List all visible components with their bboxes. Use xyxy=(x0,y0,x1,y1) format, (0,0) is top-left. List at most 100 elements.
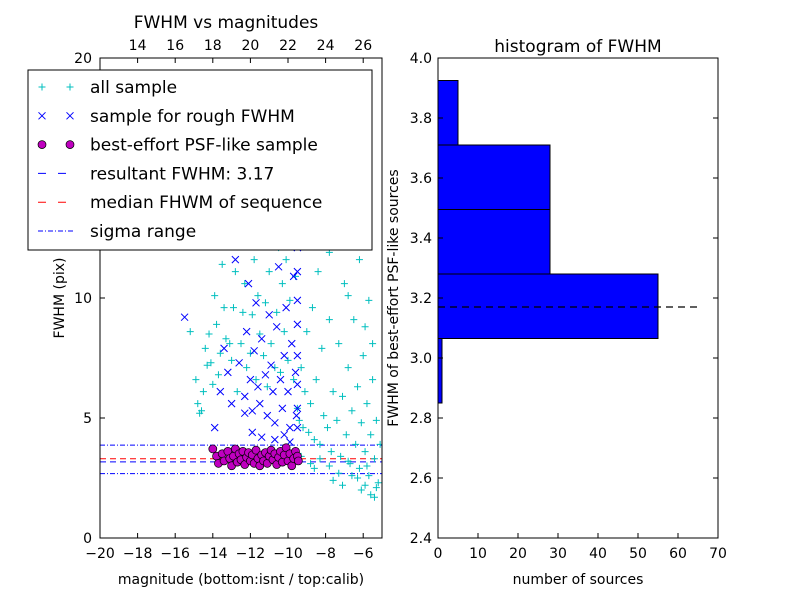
plus-point xyxy=(359,352,367,360)
plus-point xyxy=(239,308,247,316)
plus-point xyxy=(307,460,315,468)
plus-point xyxy=(220,304,228,312)
plus-point xyxy=(280,328,288,336)
top-x-tick-label: 24 xyxy=(317,38,335,54)
plus-point xyxy=(248,311,256,319)
plus-point xyxy=(211,292,219,300)
x-tick-label: 70 xyxy=(709,546,727,562)
x-tick-label: 0 xyxy=(434,546,443,562)
plus-point xyxy=(370,493,378,501)
legend-plus-marker xyxy=(38,83,46,91)
plus-point xyxy=(252,376,260,384)
plus-point xyxy=(261,299,269,307)
y-tick-label: 2.6 xyxy=(410,471,432,487)
histogram-bar xyxy=(437,273,659,339)
plus-point xyxy=(376,440,382,448)
plus-point xyxy=(365,472,373,480)
cross-point xyxy=(257,433,266,442)
plus-point xyxy=(318,344,326,352)
legend-entry-label: sample for rough FWHM xyxy=(90,107,295,127)
plus-point xyxy=(355,256,363,264)
plus-point xyxy=(229,304,237,312)
cross-point xyxy=(289,272,298,281)
cross-point xyxy=(180,313,189,322)
plus-point xyxy=(226,340,234,348)
histogram-x-label: number of sources xyxy=(513,572,644,588)
y-tick-label: 20 xyxy=(74,51,92,67)
x-tick-label: 40 xyxy=(589,546,607,562)
plus-point xyxy=(348,407,356,415)
scatter-top-x-axis: 14 16 18 20 22 24 26 xyxy=(129,38,372,63)
cross-point xyxy=(248,428,257,437)
scatter-title: FWHM vs magnitudes xyxy=(134,13,319,33)
y-tick-label: 4.0 xyxy=(410,51,432,67)
cross-point xyxy=(274,262,283,271)
histogram-bar xyxy=(437,80,459,146)
plus-point xyxy=(320,412,328,420)
cross-point xyxy=(293,423,302,432)
plus-point xyxy=(367,491,375,499)
plus-point xyxy=(207,359,215,367)
plus-point xyxy=(325,316,333,324)
plus-point xyxy=(228,356,236,364)
plus-point xyxy=(339,392,347,400)
cross-point xyxy=(293,320,302,329)
plus-point xyxy=(335,469,343,477)
plus-point xyxy=(290,376,298,384)
plus-point xyxy=(267,340,275,348)
plus-point xyxy=(333,416,341,424)
plus-point xyxy=(246,349,254,357)
y-tick-label: 3.0 xyxy=(410,351,432,367)
cross-point xyxy=(227,399,236,408)
histogram-panel: 0 10 20 30 40 50 60 70 2.4 2.6 2.8 3.0 3.2 3.4 3.6 3.8… xyxy=(386,37,727,588)
series-group xyxy=(208,443,303,471)
x-tick-label: 20 xyxy=(509,546,527,562)
plus-point xyxy=(254,292,262,300)
y-tick-label: 2.4 xyxy=(410,531,432,547)
cross-point xyxy=(293,351,302,360)
scatter-plot-area xyxy=(100,76,382,501)
top-x-tick-label: 26 xyxy=(354,38,372,54)
x-tick-label: −18 xyxy=(123,546,153,562)
histogram-title: histogram of FWHM xyxy=(494,37,661,57)
cross-point xyxy=(240,392,249,401)
plus-point xyxy=(305,428,313,436)
plus-point xyxy=(260,352,268,360)
y-tick-label: 10 xyxy=(74,291,92,307)
cross-point xyxy=(265,310,274,319)
plus-point xyxy=(233,388,241,396)
cross-point xyxy=(223,368,232,377)
cross-point xyxy=(246,375,255,384)
y-tick-label: 3.4 xyxy=(410,231,432,247)
plus-point xyxy=(367,431,375,439)
cross-point xyxy=(231,255,240,264)
plus-point xyxy=(301,388,309,396)
histogram-bar xyxy=(437,338,443,404)
series-group xyxy=(186,76,382,501)
plus-point xyxy=(357,486,365,494)
plus-point xyxy=(354,383,362,391)
cross-point xyxy=(263,411,272,420)
cross-point xyxy=(293,296,302,305)
cross-point xyxy=(293,404,302,413)
plus-point xyxy=(352,440,360,448)
plus-point xyxy=(361,481,369,489)
top-x-tick-label: 22 xyxy=(279,38,297,54)
cross-point xyxy=(250,346,259,355)
x-tick-label: −10 xyxy=(273,546,303,562)
cross-point xyxy=(270,418,279,427)
plus-point xyxy=(337,452,345,460)
y-tick-label: 3.2 xyxy=(410,291,432,307)
histogram-bar xyxy=(437,144,551,210)
plus-point xyxy=(369,340,377,348)
legend-box xyxy=(27,69,373,251)
cross-point xyxy=(261,370,270,379)
plus-point xyxy=(361,323,369,331)
cross-point xyxy=(286,423,294,432)
x-tick-label: −6 xyxy=(353,546,374,562)
y-tick-label: 3.8 xyxy=(410,111,432,127)
cross-point xyxy=(257,334,266,343)
plus-point xyxy=(299,424,307,432)
plus-point xyxy=(198,407,206,415)
